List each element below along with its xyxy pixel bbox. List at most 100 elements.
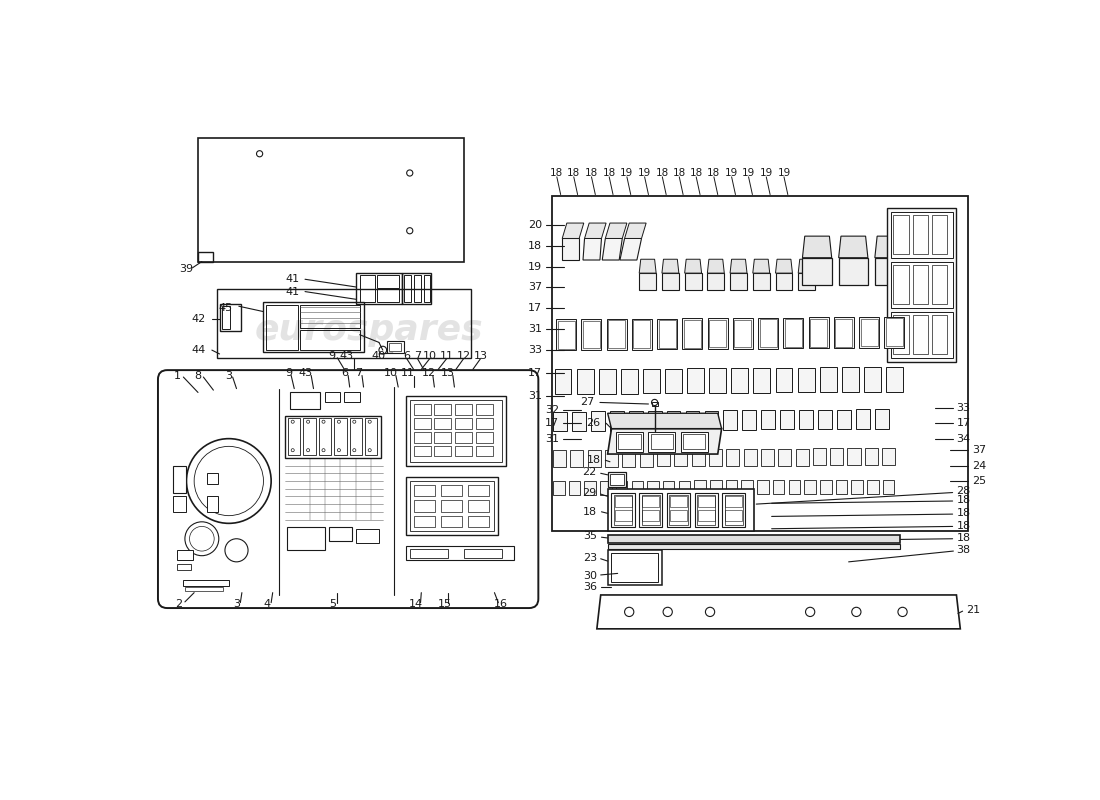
Bar [185, 587, 223, 591]
Bar [783, 318, 803, 349]
Bar [631, 481, 644, 494]
Bar [651, 402, 658, 406]
Text: 28: 28 [957, 486, 970, 496]
Text: 17: 17 [957, 418, 970, 428]
Text: 19: 19 [760, 168, 773, 178]
Bar [198, 251, 213, 262]
Bar [932, 215, 947, 254]
Text: 18: 18 [586, 455, 601, 466]
Bar [618, 434, 641, 450]
Text: 20: 20 [528, 220, 542, 230]
Bar [434, 432, 451, 442]
Bar [842, 367, 859, 392]
Bar [609, 474, 624, 485]
Text: 18: 18 [583, 507, 597, 517]
Bar [670, 496, 686, 507]
Bar [326, 393, 341, 402]
Bar [710, 320, 726, 347]
Text: 18: 18 [690, 168, 703, 178]
Polygon shape [639, 259, 656, 273]
Bar [609, 411, 624, 430]
Bar [556, 319, 576, 350]
Bar [424, 274, 430, 302]
Polygon shape [605, 223, 627, 238]
Bar [837, 410, 851, 429]
Bar [657, 318, 678, 350]
Bar [455, 404, 472, 414]
Bar [785, 319, 802, 347]
Text: 13: 13 [441, 368, 455, 378]
Bar [218, 289, 472, 358]
Bar [629, 411, 642, 430]
Bar [884, 317, 904, 348]
Bar [804, 480, 816, 494]
Text: 26: 26 [586, 418, 601, 428]
Polygon shape [639, 273, 656, 290]
Circle shape [185, 522, 219, 556]
Bar [612, 493, 635, 527]
Bar [891, 211, 953, 258]
Polygon shape [803, 236, 832, 258]
Text: 30: 30 [583, 570, 597, 581]
Polygon shape [583, 238, 602, 260]
Bar [820, 480, 832, 494]
Bar [616, 432, 644, 452]
Text: 45: 45 [219, 302, 233, 313]
Text: 18: 18 [957, 521, 970, 530]
Polygon shape [684, 273, 702, 290]
Bar [758, 318, 778, 349]
Bar [647, 481, 659, 494]
Bar [468, 516, 490, 527]
Bar [572, 411, 586, 431]
Bar [414, 446, 430, 456]
Text: 3: 3 [233, 599, 240, 610]
Text: 6: 6 [341, 368, 348, 378]
Text: 33: 33 [957, 403, 970, 413]
Text: 3: 3 [226, 370, 232, 381]
Bar [583, 321, 600, 348]
Bar [404, 274, 411, 302]
Text: 10: 10 [384, 368, 397, 378]
Bar [387, 341, 404, 353]
Bar [835, 319, 852, 346]
Polygon shape [799, 273, 815, 290]
Text: eurospares: eurospares [254, 498, 483, 532]
Bar [581, 319, 602, 350]
Polygon shape [603, 238, 623, 260]
Text: 15: 15 [438, 599, 451, 610]
Bar [761, 449, 774, 466]
Bar [468, 485, 490, 496]
Bar [648, 411, 661, 430]
Text: 18: 18 [957, 508, 970, 518]
Bar [614, 495, 632, 525]
Bar [684, 320, 701, 348]
Polygon shape [562, 238, 580, 260]
Bar [207, 474, 218, 484]
Polygon shape [752, 273, 770, 290]
Bar [207, 496, 218, 512]
Bar [286, 527, 326, 550]
Bar [891, 312, 953, 358]
Text: 36: 36 [583, 582, 597, 592]
Polygon shape [838, 258, 868, 285]
Text: 18: 18 [603, 168, 616, 178]
Text: 2: 2 [175, 599, 183, 610]
Bar [360, 275, 375, 302]
Bar [667, 493, 690, 527]
Bar [608, 321, 625, 348]
Text: 18: 18 [585, 168, 598, 178]
Bar [886, 367, 903, 391]
Bar [663, 481, 674, 494]
Text: 18: 18 [568, 168, 581, 178]
Bar [830, 448, 844, 466]
Text: 29: 29 [583, 487, 597, 498]
Text: 16: 16 [494, 599, 507, 610]
Text: 11: 11 [440, 351, 453, 362]
Bar [865, 448, 878, 465]
Polygon shape [874, 258, 904, 285]
Bar [913, 315, 928, 354]
Bar [874, 410, 889, 429]
Text: 18: 18 [707, 168, 721, 178]
Bar [285, 415, 382, 458]
Circle shape [651, 399, 658, 406]
